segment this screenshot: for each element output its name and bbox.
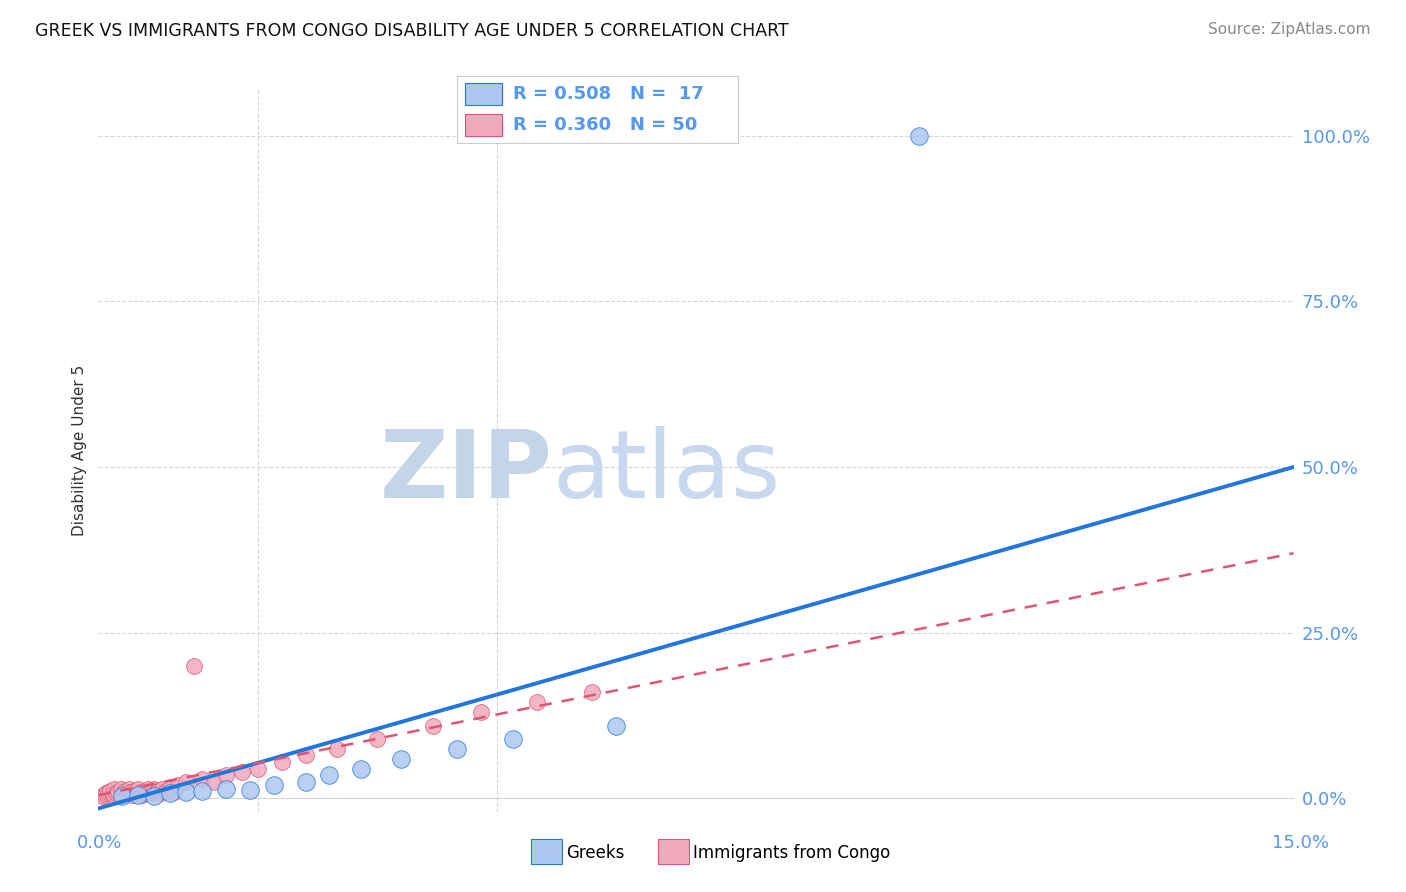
Point [135, 786, 157, 800]
Point [163, 785, 186, 799]
Point [136, 781, 159, 796]
Point [526, 695, 548, 709]
Point [159, 786, 181, 800]
Text: R = 0.508   N =  17: R = 0.508 N = 17 [513, 85, 704, 103]
Point [908, 128, 931, 143]
Point [120, 785, 142, 799]
Point [215, 768, 238, 782]
Point [103, 781, 125, 796]
Point [111, 788, 134, 802]
Point [155, 783, 177, 797]
Point [270, 755, 292, 769]
Point [246, 762, 269, 776]
Point [581, 685, 603, 699]
Point [422, 718, 444, 732]
Point [149, 786, 172, 800]
Point [98, 783, 122, 797]
Point [202, 775, 225, 789]
Point [107, 785, 129, 799]
Point [183, 659, 205, 673]
Text: Greeks: Greeks [567, 844, 626, 862]
Point [111, 789, 134, 804]
Point [294, 748, 316, 763]
Point [142, 786, 165, 800]
Point [94, 788, 117, 802]
Text: 15.0%: 15.0% [1271, 834, 1329, 852]
Point [148, 783, 170, 797]
Text: ZIP: ZIP [380, 426, 553, 518]
Point [350, 762, 373, 776]
Point [131, 788, 153, 802]
Point [389, 752, 412, 766]
Point [159, 780, 181, 794]
Text: Source: ZipAtlas.com: Source: ZipAtlas.com [1208, 22, 1371, 37]
Point [129, 785, 152, 799]
Point [114, 783, 136, 797]
Point [366, 731, 388, 746]
Point [239, 782, 262, 797]
Point [134, 783, 156, 797]
Point [470, 706, 492, 720]
Text: 0.0%: 0.0% [77, 834, 122, 852]
Point [101, 788, 124, 802]
Text: Immigrants from Congo: Immigrants from Congo [693, 844, 890, 862]
Text: R = 0.360   N = 50: R = 0.360 N = 50 [513, 116, 697, 134]
Point [104, 786, 127, 800]
Point [124, 783, 146, 797]
Point [231, 764, 253, 779]
Point [143, 781, 166, 796]
Point [326, 741, 349, 756]
Point [174, 785, 197, 799]
Point [215, 781, 238, 796]
Point [446, 741, 468, 756]
Point [127, 788, 149, 802]
Point [118, 781, 141, 796]
Point [115, 786, 138, 800]
Point [174, 775, 197, 789]
Y-axis label: Disability Age Under 5: Disability Age Under 5 [72, 365, 87, 536]
Point [167, 778, 190, 792]
Point [150, 781, 173, 796]
Point [139, 785, 162, 799]
Point [191, 772, 214, 786]
Point [127, 781, 149, 796]
Point [96, 786, 118, 800]
Text: atlas: atlas [553, 426, 780, 518]
Point [121, 788, 143, 802]
Point [91, 789, 114, 804]
Bar [465, 83, 502, 104]
Point [191, 783, 214, 797]
Bar [465, 114, 502, 136]
Point [145, 785, 167, 799]
Point [294, 775, 316, 789]
Point [318, 768, 340, 782]
Point [110, 781, 132, 796]
Point [143, 789, 166, 803]
Point [125, 786, 148, 800]
Point [605, 718, 627, 732]
Text: GREEK VS IMMIGRANTS FROM CONGO DISABILITY AGE UNDER 5 CORRELATION CHART: GREEK VS IMMIGRANTS FROM CONGO DISABILIT… [35, 22, 789, 40]
Point [263, 778, 285, 792]
Point [502, 731, 524, 746]
Point [97, 785, 120, 799]
